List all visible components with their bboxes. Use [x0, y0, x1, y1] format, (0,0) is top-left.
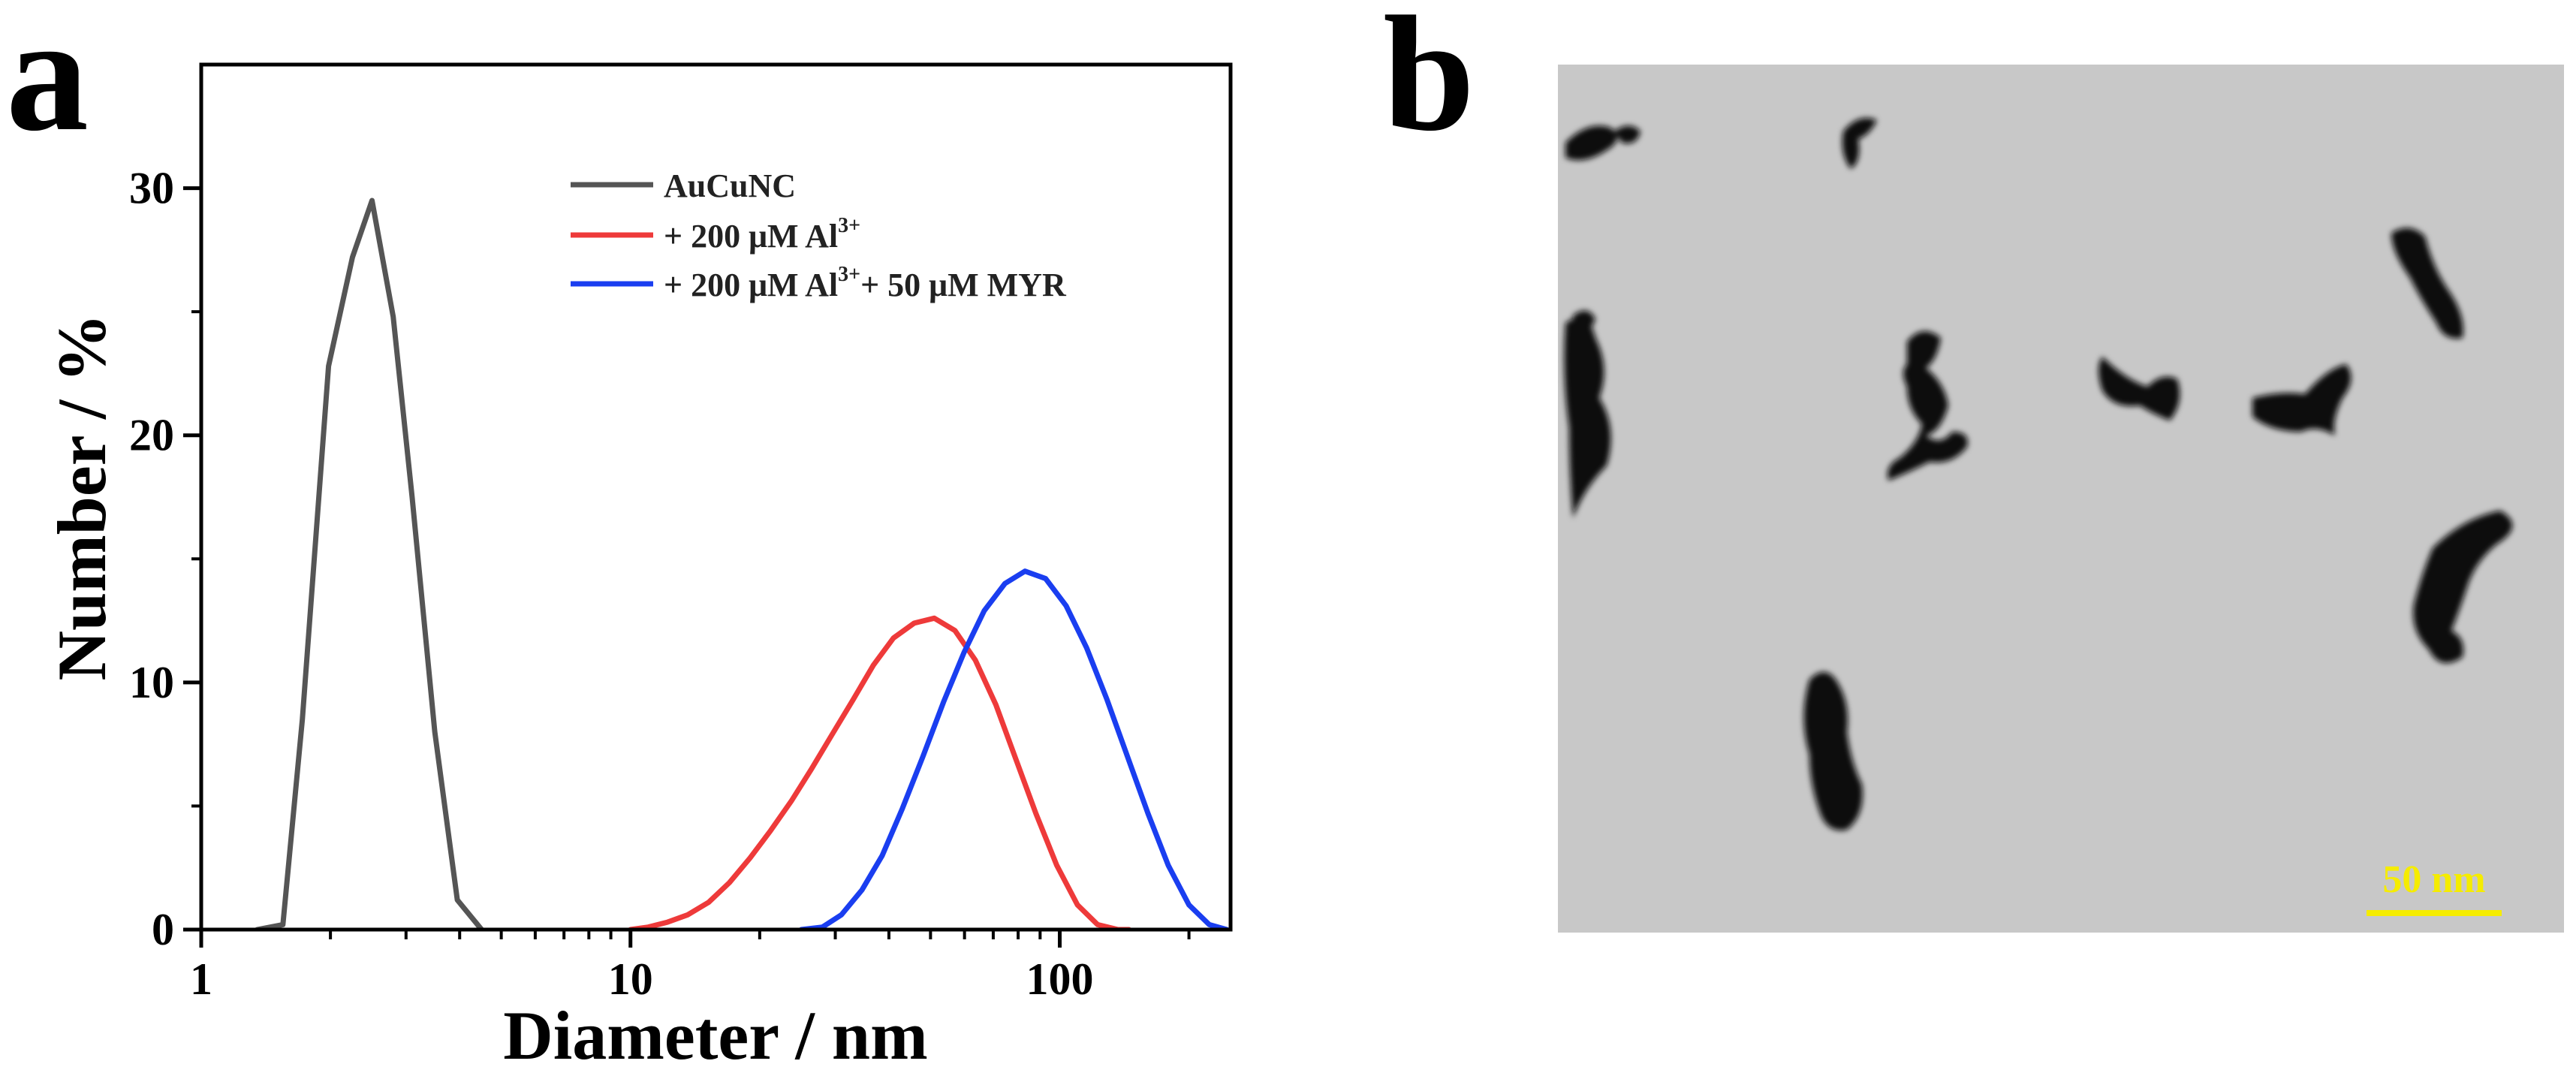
- x-tick-label-100: 100: [1026, 954, 1093, 1004]
- panel-b-label: b: [1383, 0, 1475, 165]
- scale-bar: 50 nm: [2367, 858, 2502, 916]
- scale-bar-label: 50 nm: [2382, 858, 2485, 901]
- series-line-aucunc: [255, 197, 484, 930]
- nanoparticle-aggregates: [1564, 118, 2513, 830]
- y-tick-label-20: 20: [129, 411, 174, 460]
- axes: 0 10 20 30 1 10 100: [129, 62, 1233, 1004]
- legend-label-al: + 200 μM Al3+: [664, 214, 860, 255]
- plot-frame: [199, 62, 1233, 932]
- x-tick-label-1: 1: [190, 954, 212, 1004]
- legend-label-al-myr: + 200 μM Al3++ 50 μM MYR: [664, 263, 1067, 303]
- panel-a-label: a: [6, 0, 89, 165]
- tem-micrograph: 50 nm: [1558, 65, 2564, 933]
- y-tick-label-30: 30: [129, 164, 174, 213]
- y-tick-label-10: 10: [129, 658, 174, 707]
- y-axis-title: Number / %: [44, 314, 120, 681]
- series-line-almyr: [798, 568, 1230, 930]
- panel-b: b: [1383, 0, 2564, 933]
- panel-a: a 0 10 20 30 1 10 100 AuCuNC + 200 μM Al3+ + 2…: [6, 0, 1233, 1074]
- legend-label-aucunc: AuCuNC: [664, 167, 796, 204]
- series-layer: [255, 197, 1230, 930]
- x-tick-label-10: 10: [608, 954, 653, 1004]
- legend: AuCuNC + 200 μM Al3+ + 200 μM Al3++ 50 μ…: [571, 167, 1067, 303]
- x-axis-title: Diameter / nm: [503, 997, 927, 1074]
- y-tick-label-0: 0: [152, 905, 174, 954]
- series-line-al: [628, 615, 1132, 930]
